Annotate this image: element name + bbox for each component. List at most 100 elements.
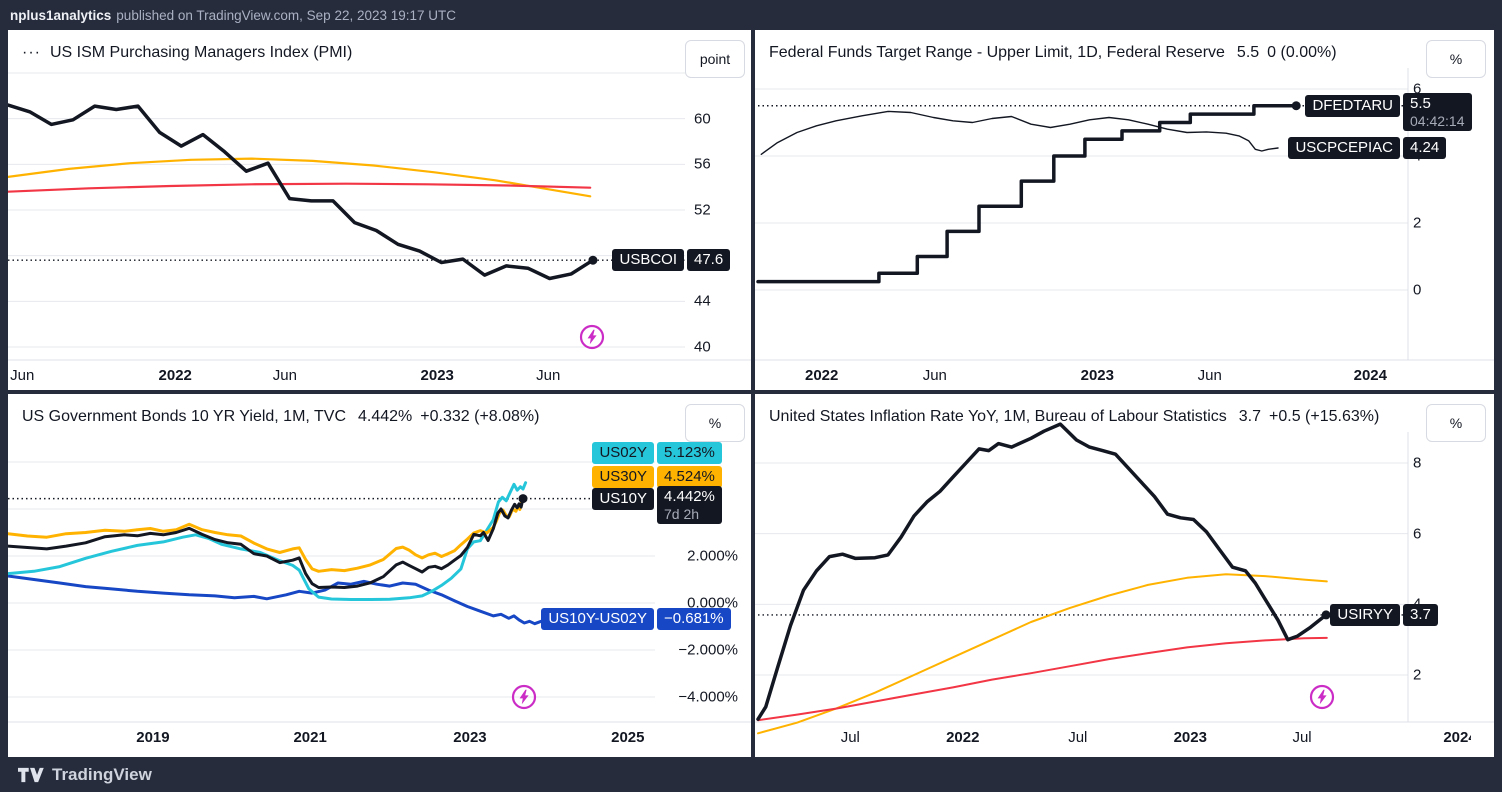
- price-label-name-US10Y: US10Y: [592, 487, 654, 510]
- chart-title-row: ··· US ISM Purchasing Managers Index (PMI…: [22, 44, 352, 62]
- last-value-dot: [588, 255, 598, 265]
- x-axis-label: 2024: [1353, 367, 1387, 384]
- y-axis-label: 6: [1413, 80, 1422, 98]
- plot-area-ism-pmi[interactable]: [8, 30, 751, 390]
- series-US02Y: [8, 481, 528, 601]
- price-label-name-USCPCEPIAC: USCPCEPIAC: [1288, 136, 1400, 159]
- chart-last-value: 5.5: [1236, 44, 1260, 61]
- chart-title-row: Federal Funds Target Range - Upper Limit…: [769, 44, 1337, 62]
- series-overlay-red: [8, 182, 592, 193]
- series-overlay-yellow: [757, 573, 1328, 735]
- plot-area-us-inflation[interactable]: [755, 394, 1494, 757]
- series-US10Y-US02Y: [8, 574, 551, 626]
- more-options-icon[interactable]: ···: [22, 44, 41, 61]
- x-axis-label: 2022: [158, 367, 192, 384]
- y-axis-label: 60: [694, 110, 711, 128]
- footer-bar: TradingView: [0, 757, 1502, 792]
- price-label-name-US02Y: US02Y: [592, 442, 654, 465]
- x-axis-row[interactable]: 2019 2021 2023 2025: [8, 722, 751, 754]
- series-USIRYY: [756, 422, 1328, 721]
- x-axis-label: 2023: [420, 367, 454, 384]
- series-DFEDTARU: [756, 104, 1298, 284]
- x-axis-label: 2019: [136, 729, 170, 746]
- x-axis-row[interactable]: Jun 2022 Jun 2023 Jun: [8, 360, 751, 390]
- price-label-name-DFEDTARU: DFEDTARU: [1305, 94, 1400, 117]
- chart-panel-ism-pmi: ··· US ISM Purchasing Managers Index (PMI…: [8, 30, 751, 390]
- y-axis-label: 0: [1413, 281, 1422, 299]
- y-axis-label: 8: [1413, 454, 1422, 472]
- chart-change: 0 (0.00%): [1267, 44, 1337, 61]
- chart-title: US ISM Purchasing Managers Index (PMI): [49, 44, 353, 61]
- y-axis-label: 44: [694, 292, 711, 310]
- publish-bar: nplus1analytics published on TradingView…: [0, 0, 1502, 30]
- price-label-value-USBCOI: 47.6: [687, 249, 731, 272]
- x-axis-label: Jul: [1068, 729, 1088, 746]
- x-axis-label: Jul: [840, 729, 860, 746]
- chart-change: +0.5 (+15.63%): [1269, 408, 1380, 425]
- x-axis-label: 2022: [946, 729, 980, 746]
- series-US10Y: [8, 497, 525, 589]
- x-axis-label: 2023: [1080, 367, 1114, 384]
- last-value-dot: [1291, 101, 1301, 111]
- x-axis-label: Jun: [922, 367, 947, 384]
- axis-unit-button[interactable]: %: [685, 404, 745, 442]
- x-axis-label: Jun: [1197, 367, 1222, 384]
- plot-area-fed-funds[interactable]: [755, 30, 1494, 390]
- series-US30Y: [8, 495, 525, 573]
- series-USCPCEPIAC: [760, 110, 1279, 155]
- price-label-value-USCPCEPIAC: 4.24: [1403, 136, 1447, 159]
- boost-flash-icon[interactable]: [1308, 683, 1336, 711]
- price-label-value-US10Y: 4.442% 7d 2h: [657, 485, 722, 524]
- price-label-value-US10Y-US02Y: −0.681%: [657, 608, 731, 630]
- publish-author: nplus1analytics: [10, 7, 112, 23]
- price-label-name-USIRYY: USIRYY: [1330, 603, 1400, 626]
- x-axis-row[interactable]: Jul 2022 Jul 2023 Jul 2024: [755, 722, 1471, 754]
- axis-unit-button[interactable]: %: [1426, 40, 1486, 78]
- y-axis-label: 2.000%: [687, 547, 738, 565]
- price-label-name-USBCOI: USBCOI: [612, 249, 684, 272]
- chart-title-row: US Government Bonds 10 YR Yield, 1M, TVC…: [22, 408, 539, 426]
- x-axis-label: Jun: [10, 367, 35, 384]
- axis-unit-button[interactable]: point: [685, 40, 745, 78]
- y-axis-label: −4.000%: [678, 688, 738, 706]
- chart-panel-fed-funds: Federal Funds Target Range - Upper Limit…: [755, 30, 1494, 390]
- series-USBCOI: [8, 103, 595, 281]
- chart-panel-us-inflation: United States Inflation Rate YoY, 1M, Bu…: [755, 394, 1494, 757]
- y-axis-label: 6: [1413, 525, 1422, 543]
- series-overlay-yellow: [8, 157, 592, 198]
- y-axis-label: 2: [1413, 214, 1422, 232]
- x-axis-row[interactable]: 2022 Jun 2023 Jun 2024: [755, 360, 1494, 390]
- axis-unit-button[interactable]: %: [1426, 404, 1486, 442]
- boost-flash-icon[interactable]: [578, 323, 606, 351]
- chart-last-value: 3.7: [1238, 408, 1262, 425]
- y-axis-label: 56: [694, 155, 711, 173]
- chart-title: United States Inflation Rate YoY, 1M, Bu…: [769, 408, 1227, 425]
- price-label-name-US10Y-US02Y: US10Y-US02Y: [541, 608, 654, 630]
- x-axis-label: 2021: [293, 729, 327, 746]
- plot-area-us10y-yield[interactable]: [8, 394, 751, 757]
- x-axis-label: Jun: [272, 367, 297, 384]
- y-axis-label: 52: [694, 201, 711, 219]
- publish-text: published on TradingView.com, Sep 22, 20…: [116, 7, 457, 23]
- x-axis-label: Jun: [536, 367, 561, 384]
- chart-title-row: United States Inflation Rate YoY, 1M, Bu…: [769, 408, 1379, 426]
- x-axis-label: Jul: [1292, 729, 1312, 746]
- chart-title: US Government Bonds 10 YR Yield, 1M, TVC: [22, 408, 347, 425]
- boost-flash-icon[interactable]: [510, 683, 538, 711]
- x-axis-label: 2023: [453, 729, 487, 746]
- price-label-value-DFEDTARU: 5.5 04:42:14: [1403, 92, 1472, 131]
- tradingview-logo-icon[interactable]: [18, 767, 44, 783]
- y-axis-label: −2.000%: [678, 641, 738, 659]
- price-label-value-US02Y: 5.123%: [657, 442, 722, 465]
- price-label-value-USIRYY: 3.7: [1403, 603, 1438, 626]
- chart-panel-us10y-yield: US Government Bonds 10 YR Yield, 1M, TVC…: [8, 394, 751, 757]
- x-axis-label: 2023: [1173, 729, 1207, 746]
- last-value-dot: [518, 494, 528, 504]
- footer-brand: TradingView: [52, 764, 152, 784]
- last-value-dot: [1321, 610, 1331, 620]
- chart-change: +0.332 (+8.08%): [420, 408, 540, 425]
- series-overlay-red: [757, 636, 1328, 722]
- countdown-text: 7d 2h: [664, 505, 700, 522]
- x-axis-label: 2024: [1443, 729, 1471, 746]
